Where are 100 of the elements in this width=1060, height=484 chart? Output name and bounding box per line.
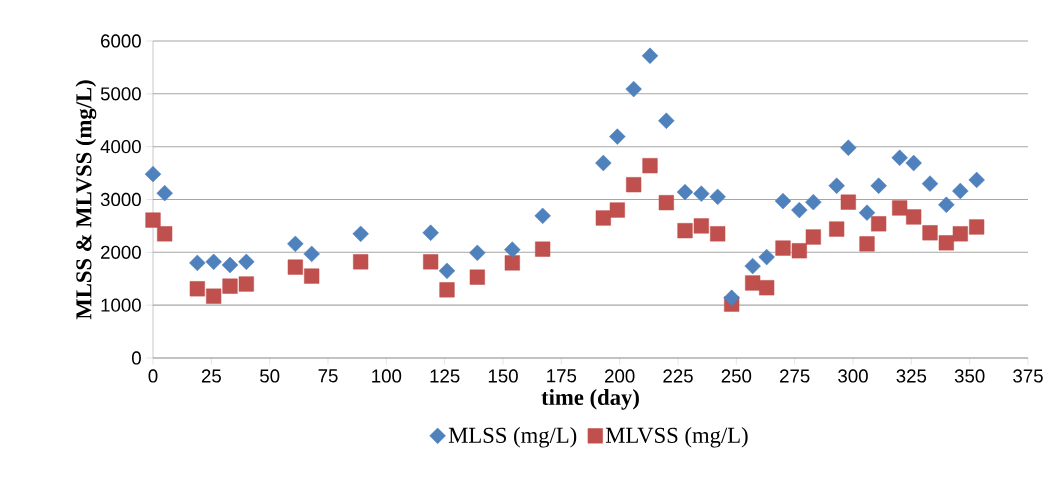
x-tick-label: 250 <box>721 369 752 383</box>
x-tick-label: 275 <box>780 369 810 383</box>
point <box>791 201 808 219</box>
point <box>222 278 238 294</box>
x-tick-label: 225 <box>663 369 693 383</box>
point <box>828 177 845 194</box>
point <box>858 204 876 221</box>
point <box>676 183 694 201</box>
point <box>840 194 856 210</box>
point <box>626 177 642 193</box>
x-tick-label: 25 <box>201 369 221 383</box>
point <box>205 253 222 271</box>
point <box>221 256 239 274</box>
point <box>609 202 625 218</box>
point <box>504 241 521 258</box>
point <box>423 254 439 270</box>
point <box>759 280 775 296</box>
point <box>145 212 161 228</box>
point <box>642 158 658 174</box>
point <box>805 229 821 245</box>
y-tick-label: 1000 <box>101 298 141 312</box>
y-tick-label: 4000 <box>100 140 141 154</box>
point <box>693 218 709 234</box>
point <box>469 269 485 285</box>
point <box>535 241 551 257</box>
point <box>774 192 792 210</box>
x-tick-label: 200 <box>605 369 635 383</box>
point <box>352 225 369 243</box>
point <box>709 188 726 206</box>
point <box>287 259 303 275</box>
point <box>745 275 761 291</box>
point <box>238 276 254 292</box>
x-tick-label: 325 <box>896 369 927 383</box>
point <box>609 128 626 145</box>
point <box>303 245 320 263</box>
point <box>157 226 173 242</box>
legend-label: MLSS (mg/L) <box>448 426 577 448</box>
point <box>658 195 674 211</box>
point <box>968 171 985 189</box>
legend-label: MLVSS (mg/L) <box>605 426 748 448</box>
y-tick-label: 6000 <box>101 34 141 48</box>
point <box>353 254 369 270</box>
point <box>595 210 611 226</box>
point <box>439 282 455 298</box>
point <box>870 177 887 194</box>
x-tick-label: 350 <box>954 369 985 383</box>
point <box>723 289 740 306</box>
point <box>595 154 612 172</box>
x-tick-label: 100 <box>372 369 402 383</box>
point <box>840 139 857 156</box>
point <box>438 262 456 279</box>
point <box>892 200 908 216</box>
y-tick-label: 0 <box>131 351 141 365</box>
point <box>921 175 939 192</box>
point <box>758 248 775 266</box>
x-tick-label: 300 <box>838 369 868 383</box>
point <box>938 196 955 213</box>
point <box>693 185 710 202</box>
point <box>710 226 726 242</box>
point <box>677 223 693 239</box>
point <box>144 165 162 183</box>
point <box>922 225 938 241</box>
y-axis-title: MLSS & MLVSS (mg/L) <box>75 80 97 320</box>
point <box>891 149 908 166</box>
point <box>938 235 954 251</box>
y-tick-label: 3000 <box>100 192 141 207</box>
x-tick-label: 375 <box>1013 369 1043 383</box>
point <box>744 257 761 275</box>
point <box>304 268 320 284</box>
x-tick-label: 75 <box>318 369 338 383</box>
point <box>641 47 659 64</box>
point <box>534 207 551 225</box>
point <box>805 193 822 211</box>
point <box>156 184 173 202</box>
x-tick-label: 175 <box>547 369 577 383</box>
point <box>238 253 255 271</box>
point <box>871 216 887 232</box>
point <box>859 236 875 252</box>
x-tick-label: 150 <box>488 369 518 383</box>
point <box>952 226 968 242</box>
point <box>469 244 486 262</box>
point <box>775 240 791 256</box>
point <box>287 235 304 253</box>
y-tick-label: 2000 <box>101 245 141 259</box>
point <box>206 288 222 304</box>
x-axis-title: time (day) <box>541 389 639 410</box>
x-tick-label: 50 <box>260 369 280 383</box>
point <box>969 219 985 235</box>
point <box>658 112 675 129</box>
x-tick-label: 125 <box>430 369 460 383</box>
x-tick-label: 0 <box>148 369 158 383</box>
point <box>905 154 922 172</box>
point <box>829 221 845 237</box>
point <box>791 243 807 259</box>
point <box>189 281 205 297</box>
point <box>189 254 206 272</box>
point <box>906 209 922 225</box>
point <box>952 182 969 200</box>
point <box>625 80 642 98</box>
y-tick-label: 5000 <box>100 87 141 101</box>
